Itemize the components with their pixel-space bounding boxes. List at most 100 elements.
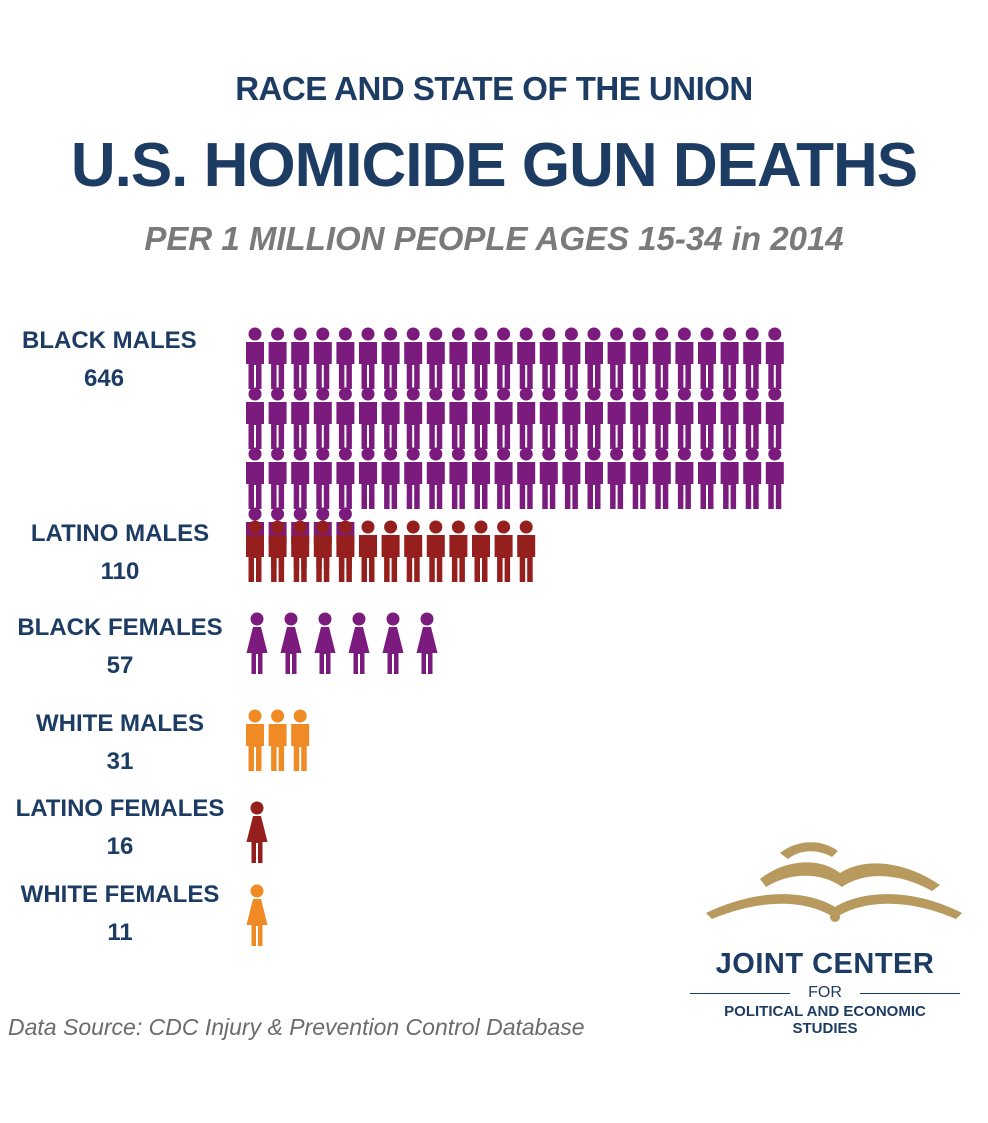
category-name: WHITE FEMALES bbox=[20, 881, 220, 908]
pictogram-icon bbox=[562, 387, 581, 449]
pictogram-icon bbox=[268, 387, 287, 449]
category-name: BLACK FEMALES bbox=[17, 614, 223, 641]
pictogram-icon bbox=[246, 327, 264, 389]
pictogram-icon bbox=[336, 327, 355, 389]
logo-line-2: FOR bbox=[808, 984, 842, 1001]
chart-subtitle: PER 1 MILLION PEOPLE AGES 15-34 in 2014 bbox=[144, 220, 844, 257]
pictogram-icon bbox=[449, 327, 468, 389]
category-label-black-males: BLACK MALES 646 bbox=[22, 322, 262, 398]
pictogram-icon bbox=[585, 387, 603, 449]
pictogram-icon bbox=[246, 884, 268, 946]
pictogram-icon bbox=[743, 447, 762, 509]
pictogram-icon bbox=[517, 520, 536, 582]
pictogram-icon bbox=[246, 387, 264, 449]
pictogram-icon bbox=[404, 327, 423, 389]
pictogram-icon bbox=[314, 612, 336, 674]
category-name: LATINO FEMALES bbox=[15, 795, 225, 822]
pictogram-icon bbox=[539, 520, 543, 582]
category-value: 11 bbox=[107, 919, 133, 946]
pictogram-icon bbox=[381, 447, 400, 509]
pictogram-icon bbox=[472, 447, 490, 509]
pictogram-icon bbox=[652, 447, 671, 509]
pictogram-icon bbox=[313, 327, 332, 389]
pictogram-icon bbox=[517, 387, 536, 449]
pictogram-icon bbox=[268, 709, 287, 771]
pictogram-icon bbox=[336, 447, 355, 509]
pictogram-icon bbox=[381, 520, 400, 582]
logo-line-4: STUDIES bbox=[792, 1020, 858, 1037]
pictogram-icon bbox=[449, 447, 468, 509]
pictogram-icon bbox=[404, 447, 423, 509]
joint-center-emblem-icon bbox=[706, 842, 962, 922]
pictogram-icon bbox=[246, 612, 268, 674]
pictogram-icon bbox=[698, 387, 716, 449]
pictogram-icon bbox=[313, 387, 332, 449]
pictogram-icon bbox=[404, 520, 423, 582]
pictogram-icon bbox=[630, 327, 649, 389]
pictogram-icon bbox=[426, 387, 445, 449]
category-label-white-males: WHITE MALES 31 bbox=[0, 705, 240, 781]
pictogram-icon bbox=[348, 612, 370, 674]
pictogram-icon bbox=[517, 447, 536, 509]
pictogram-icon bbox=[404, 387, 423, 449]
pictogram-icon bbox=[449, 520, 468, 582]
data-source-note: Data Source: CDC Injury & Prevention Con… bbox=[8, 1014, 585, 1040]
pictogram-icon bbox=[359, 447, 377, 509]
category-name: BLACK MALES bbox=[22, 327, 197, 354]
pictogram-icon bbox=[359, 520, 377, 582]
logo-line-3: POLITICAL AND ECONOMIC bbox=[724, 1003, 926, 1020]
pictogram-icon bbox=[472, 387, 490, 449]
pictogram-icon bbox=[426, 520, 445, 582]
pictogram-icon bbox=[313, 709, 328, 771]
pictogram-icon bbox=[416, 612, 438, 674]
pictogram-icon bbox=[291, 327, 310, 389]
pictogram-icon bbox=[359, 387, 377, 449]
pictogram-icon bbox=[246, 447, 264, 509]
pictogram-icon bbox=[472, 520, 490, 582]
pictogram-icon bbox=[426, 447, 445, 509]
pictogram-icon bbox=[675, 447, 694, 509]
pictogram-icon bbox=[426, 327, 445, 389]
category-value: 57 bbox=[106, 652, 134, 679]
pictogram-icon bbox=[382, 612, 404, 674]
pictogram-icon bbox=[291, 709, 310, 771]
pictogram-icon bbox=[268, 447, 287, 509]
pictogram-icon bbox=[698, 447, 716, 509]
pictogram-icon bbox=[268, 327, 287, 389]
pictogram-icon bbox=[743, 387, 762, 449]
pictogram-icon bbox=[359, 327, 377, 389]
pictogram-icon bbox=[291, 447, 310, 509]
logo-rule-right bbox=[860, 993, 960, 994]
pictogram-icon bbox=[562, 447, 581, 509]
pictogram-icon bbox=[607, 327, 626, 389]
pictogram-icon bbox=[698, 327, 716, 389]
category-label-black-females: BLACK FEMALES 57 bbox=[0, 609, 240, 685]
pictogram-icon bbox=[280, 612, 302, 674]
pictogram-icon bbox=[472, 327, 490, 389]
logo-rule-left bbox=[690, 993, 790, 994]
logo-line-1: JOINT CENTER bbox=[715, 948, 935, 980]
pictogram-icon bbox=[743, 327, 762, 389]
pictogram-icon bbox=[607, 387, 626, 449]
category-value: 16 bbox=[106, 833, 134, 860]
category-value: 646 bbox=[84, 365, 125, 392]
category-value: 110 bbox=[100, 558, 140, 585]
pictogram-icon bbox=[280, 801, 302, 863]
category-label-latino-females: LATINO FEMALES 16 bbox=[0, 790, 240, 866]
pictogram-icon bbox=[562, 327, 581, 389]
pictogram-icon bbox=[720, 387, 739, 449]
pictogram-icon bbox=[652, 327, 671, 389]
chart-title: U.S. HOMICIDE GUN DEATHS bbox=[70, 131, 918, 200]
pictogram-icon bbox=[381, 327, 400, 389]
pictogram-icon bbox=[539, 447, 558, 509]
pictogram-icon bbox=[313, 447, 332, 509]
pictogram-icon bbox=[494, 327, 513, 389]
pictogram-icon bbox=[630, 447, 649, 509]
pictogram-icon bbox=[765, 447, 784, 509]
pictogram-icon bbox=[585, 447, 603, 509]
pictogram-icon bbox=[449, 387, 468, 449]
pictogram-icon bbox=[246, 801, 268, 863]
pictogram-icon bbox=[291, 387, 310, 449]
pictogram-icon bbox=[494, 447, 513, 509]
pictogram-icon bbox=[246, 709, 264, 771]
